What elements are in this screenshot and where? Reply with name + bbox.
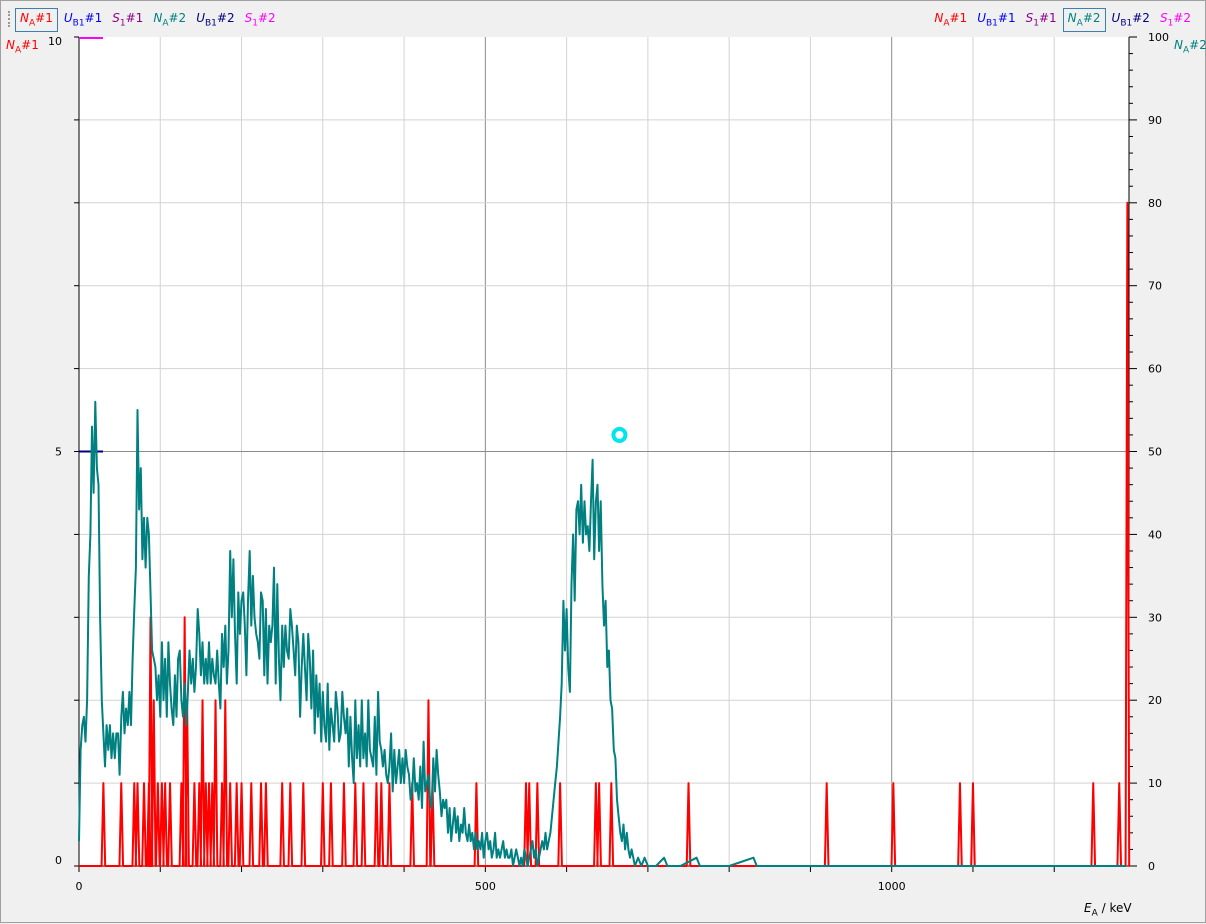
legend-item-left-2[interactable]: S1#1 [112,11,144,29]
left-tick-label: 10 [48,35,62,48]
legend-item-left-3[interactable]: NA#2 [153,11,187,29]
right-tick-label: 90 [1148,114,1162,127]
right-tick-label: 100 [1148,31,1169,44]
right-tick-label: 20 [1148,694,1162,707]
x-axis-label: EA / keV [1084,901,1132,918]
legend-left: NA#1 UB1#1 S1#1 NA#2 UB1#2 S1#2 [15,7,282,33]
legend-item-left-1[interactable]: UB1#1 [63,11,103,29]
legend-item-right-5[interactable]: S1#2 [1159,11,1191,29]
right-tick-label: 80 [1148,197,1162,210]
legend-item-right-2[interactable]: S1#1 [1025,11,1057,29]
left-axis-label: NA#1 [6,38,39,55]
right-axis-label-text: NA#2 [1174,38,1206,56]
x-tick-label: 1000 [878,880,906,893]
right-axis-label: NA#2 [1174,38,1206,55]
right-tick-label: 10 [1148,777,1162,790]
legend-item-right-3[interactable]: NA#2 [1062,8,1106,32]
legend-item-left-4[interactable]: UB1#2 [196,11,235,29]
legend-item-right-1[interactable]: UB1#1 [977,11,1016,29]
right-tick-label: 30 [1148,611,1162,624]
series-line-1 [78,400,1126,867]
right-tick-label: 60 [1148,363,1162,376]
legend-item-right-0[interactable]: NA#1 [934,11,968,29]
legend-right: NA#1 UB1#1 S1#1 NA#2 UB1#2 S1#2 [930,7,1197,33]
left-axis-label-text: NA#1 [6,38,39,56]
left-tick-label: 0 [55,854,62,867]
legend-item-right-4[interactable]: UB1#2 [1111,11,1150,29]
x-tick-label: 0 [76,880,83,893]
toolbar-grip[interactable] [8,11,12,27]
right-tick-label: 70 [1148,280,1162,293]
right-tick-label: 50 [1148,446,1162,459]
x-tick-label: 500 [475,880,496,893]
cursor-marker [611,426,628,443]
x-axis-label-text: EA / keV [1084,901,1132,919]
legend-item-left-5[interactable]: S1#2 [244,11,276,29]
left-tick-label: 5 [55,446,62,459]
legend-item-left-0[interactable]: NA#1 [15,8,58,32]
right-tick-label: 40 [1148,528,1162,541]
right-tick-label: 0 [1148,860,1155,873]
series-line-0 [79,201,1131,867]
